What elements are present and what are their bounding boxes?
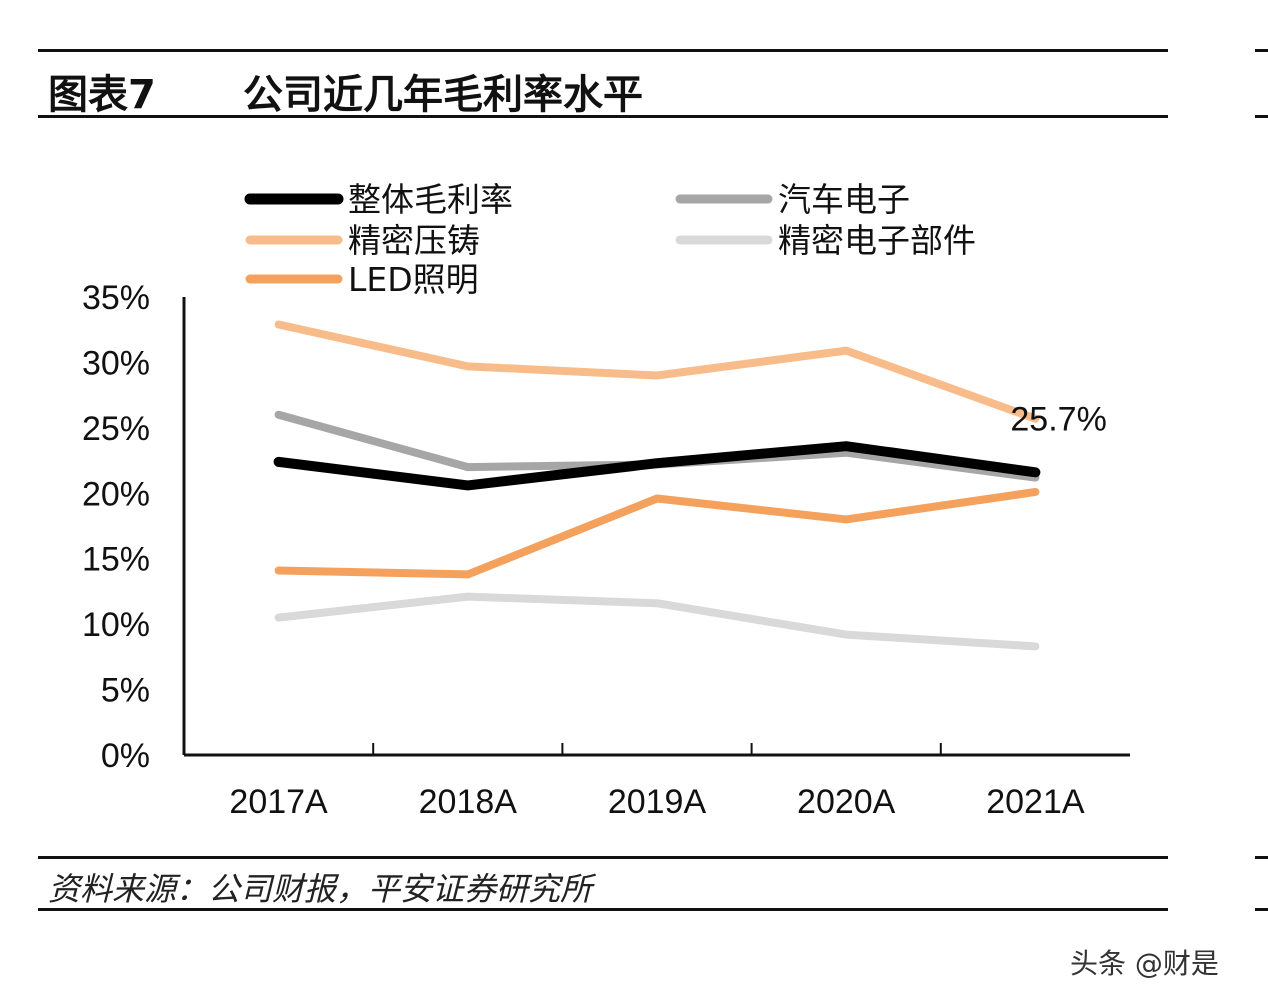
- data-label-2021-precision-casting: 25.7%: [1010, 401, 1106, 439]
- figure-title: 公司近几年毛利率水平: [243, 72, 643, 118]
- legend-label: 汽车电子: [778, 180, 910, 219]
- y-tick-label: 10%: [82, 606, 150, 644]
- legend-item: LED照明: [245, 260, 479, 299]
- figure-label: 图表7: [48, 72, 156, 118]
- title-rule-right: [1255, 115, 1268, 118]
- x-tick-label: 2021A: [986, 783, 1085, 821]
- source-bottom-rule: [38, 908, 1168, 911]
- x-tick-label: 2017A: [229, 783, 328, 821]
- series-line-4: [274, 592, 1040, 651]
- series-line-3: [274, 320, 1040, 423]
- series-line-5: [274, 487, 1040, 579]
- x-tick-label: 2020A: [797, 783, 896, 821]
- legend-item: 汽车电子: [675, 180, 910, 219]
- y-tick-label: 35%: [82, 279, 150, 317]
- x-tick-label: 2019A: [608, 783, 707, 821]
- title-rule: [38, 115, 1168, 118]
- y-tick-label: 25%: [82, 410, 150, 448]
- y-tick-label: 20%: [82, 475, 150, 513]
- source-bottom-rule-right: [1255, 908, 1268, 911]
- top-rule: [38, 49, 1168, 52]
- legend-item: 精密压铸: [245, 221, 480, 260]
- watermark: 头条 @财是: [1070, 947, 1219, 980]
- legend-label: 精密压铸: [348, 221, 480, 260]
- top-rule-right: [1255, 49, 1268, 52]
- legend-label: 整体毛利率: [348, 180, 513, 219]
- legend-label: 精密电子部件: [778, 221, 976, 260]
- y-tick-label: 5%: [101, 672, 150, 710]
- source-top-rule-right: [1255, 856, 1268, 859]
- x-tick-label: 2018A: [419, 783, 518, 821]
- legend-item: 整体毛利率: [244, 180, 513, 219]
- source-note: 资料来源：公司财报，平安证券研究所: [48, 870, 593, 908]
- legend-item: 精密电子部件: [675, 221, 976, 260]
- source-top-rule: [38, 856, 1168, 859]
- y-tick-label: 15%: [82, 541, 150, 579]
- y-tick-label: 30%: [82, 344, 150, 382]
- legend-label: LED照明: [348, 260, 479, 299]
- y-tick-label: 0%: [101, 737, 150, 775]
